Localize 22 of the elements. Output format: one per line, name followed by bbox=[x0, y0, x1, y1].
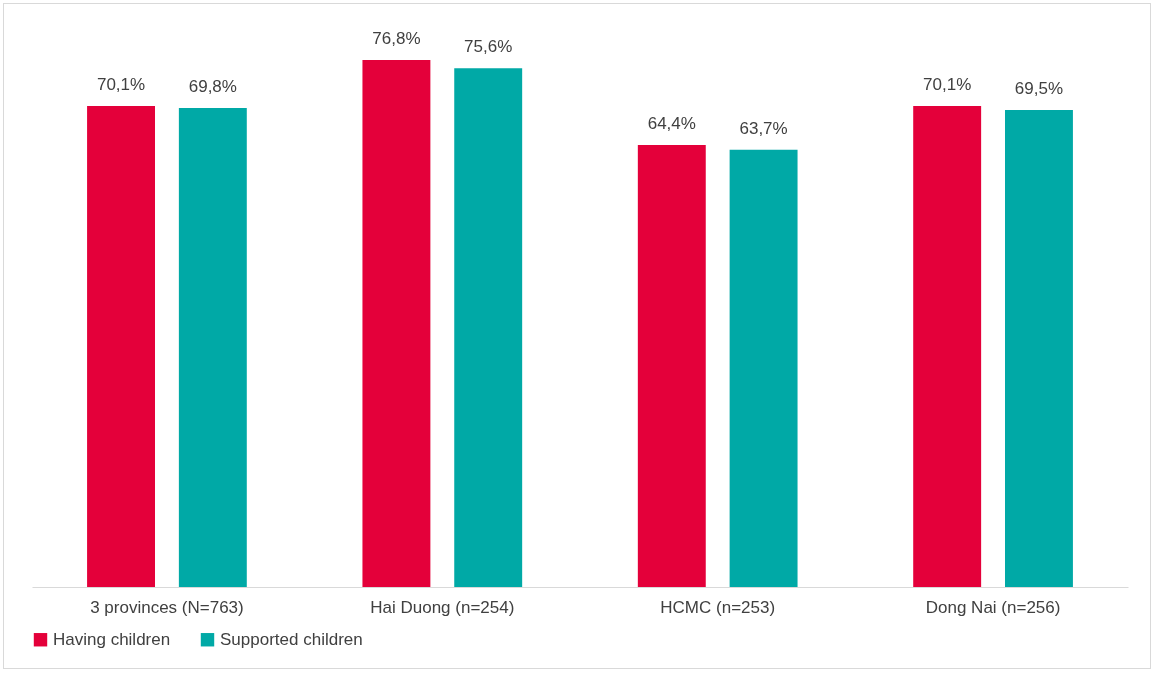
data-label: 69,5% bbox=[1014, 79, 1064, 99]
x-tick-label: Dong Nai (n=256) bbox=[925, 597, 1061, 617]
data-label: 70,1% bbox=[923, 74, 972, 94]
legend-label: Supported children bbox=[220, 629, 363, 649]
x-tick-label: HCMC (n=253) bbox=[660, 597, 776, 617]
data-label: 64,4% bbox=[647, 114, 696, 134]
bar bbox=[87, 105, 155, 587]
data-label: 63,7% bbox=[739, 118, 788, 138]
data-label: 70,1% bbox=[96, 74, 146, 94]
x-tick-label: 3 provinces (N=763) bbox=[90, 597, 244, 617]
bar bbox=[178, 108, 247, 587]
bar bbox=[637, 145, 706, 587]
bar bbox=[454, 68, 523, 587]
bar bbox=[913, 105, 982, 587]
data-label: 69,8% bbox=[188, 77, 237, 96]
bar bbox=[1005, 110, 1073, 587]
data-label: 76,8% bbox=[372, 28, 421, 48]
data-label: 75,6% bbox=[464, 37, 513, 57]
legend-label: Having children bbox=[53, 629, 171, 649]
bar bbox=[362, 59, 431, 587]
bar bbox=[729, 149, 798, 587]
x-tick-label: Hai Duong (n=254) bbox=[370, 597, 515, 617]
